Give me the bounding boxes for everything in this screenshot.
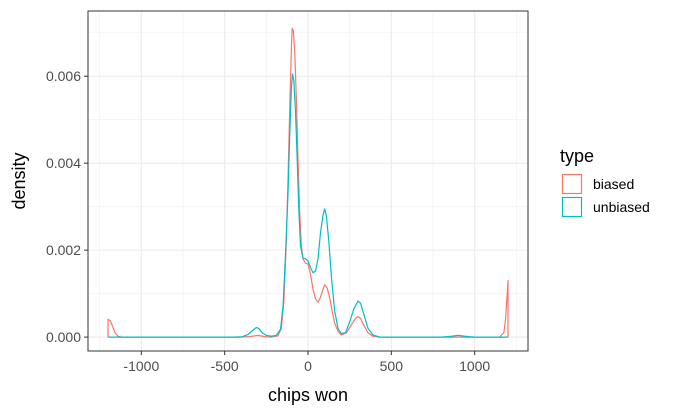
y-tick-label: 0.002: [46, 242, 81, 258]
legend: type biased unbiased: [560, 146, 650, 218]
y-axis-ticks: 0.000 0.002 0.004 0.006: [46, 68, 88, 345]
y-axis-title: density: [9, 152, 29, 209]
y-tick-label: 0.000: [46, 329, 81, 345]
x-tick-label: 500: [380, 358, 404, 374]
legend-items: biased unbiased: [561, 173, 650, 218]
legend-swatch-unbiased: [561, 196, 583, 218]
legend-item-biased: biased: [561, 173, 634, 195]
legend-key-biased: [561, 173, 583, 195]
legend-label-biased: biased: [593, 176, 634, 192]
legend-key-unbiased: [561, 196, 583, 218]
x-tick-label: -1000: [123, 358, 159, 374]
x-axis-ticks: -1000 -500 0 500 1000: [123, 351, 490, 374]
series-line-biased: [107, 27, 509, 338]
y-tick-label: 0.004: [46, 155, 81, 171]
legend-title: type: [560, 146, 594, 166]
legend-label-unbiased: unbiased: [593, 199, 650, 215]
y-tick-label: 0.006: [46, 68, 81, 84]
series-lines: [107, 27, 509, 338]
x-tick-label: 1000: [459, 358, 490, 374]
series-line-unbiased: [108, 73, 508, 338]
x-tick-label: 0: [304, 358, 312, 374]
x-tick-label: -500: [211, 358, 239, 374]
x-axis-title: chips won: [268, 385, 348, 405]
legend-item-unbiased: unbiased: [561, 196, 650, 218]
legend-swatch-biased: [561, 173, 583, 195]
